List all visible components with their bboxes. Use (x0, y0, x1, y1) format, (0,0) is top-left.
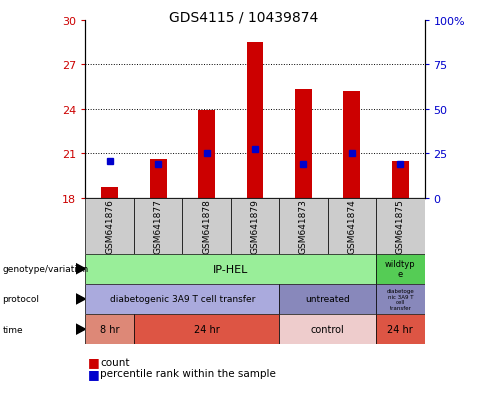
Text: GSM641875: GSM641875 (396, 199, 405, 254)
Text: GDS4115 / 10439874: GDS4115 / 10439874 (169, 10, 319, 24)
Bar (134, 314, 279, 344)
Bar (183, 198, 231, 254)
Text: time: time (2, 325, 23, 334)
Bar (246, 43, 264, 198)
Text: diabetogenic 3A9 T cell transfer: diabetogenic 3A9 T cell transfer (110, 295, 255, 304)
Bar (279, 284, 376, 314)
Bar (392, 161, 409, 198)
Bar (150, 160, 166, 198)
Text: GSM641876: GSM641876 (105, 199, 114, 254)
Bar (85, 314, 134, 344)
Text: ■: ■ (88, 367, 100, 380)
Text: GSM641878: GSM641878 (202, 199, 211, 254)
Polygon shape (76, 264, 85, 274)
Text: GSM641879: GSM641879 (250, 199, 260, 254)
Bar (376, 314, 425, 344)
Bar (85, 198, 134, 254)
Text: ■: ■ (88, 355, 100, 368)
Text: GSM641873: GSM641873 (299, 199, 308, 254)
Text: protocol: protocol (2, 295, 40, 304)
Text: count: count (100, 357, 129, 367)
Bar (134, 198, 183, 254)
Text: control: control (311, 324, 345, 335)
Bar (231, 198, 279, 254)
Bar (344, 92, 360, 198)
Text: GSM641874: GSM641874 (347, 199, 356, 254)
Text: genotype/variation: genotype/variation (2, 265, 89, 273)
Text: 24 hr: 24 hr (387, 324, 413, 335)
Polygon shape (76, 324, 85, 335)
Text: diabetoge
nic 3A9 T
cell
transfer: diabetoge nic 3A9 T cell transfer (386, 288, 414, 311)
Text: IP-HEL: IP-HEL (213, 264, 248, 274)
Bar (85, 254, 376, 284)
Bar (376, 198, 425, 254)
Bar (376, 254, 425, 284)
Text: percentile rank within the sample: percentile rank within the sample (100, 368, 276, 378)
Text: 8 hr: 8 hr (100, 324, 120, 335)
Bar (85, 284, 279, 314)
Bar (376, 284, 425, 314)
Text: untreated: untreated (305, 295, 350, 304)
Bar (101, 188, 118, 198)
Bar (279, 198, 327, 254)
Text: wildtyp
e: wildtyp e (385, 259, 416, 279)
Bar (279, 314, 376, 344)
Text: GSM641877: GSM641877 (154, 199, 163, 254)
Polygon shape (76, 294, 85, 304)
Bar (295, 90, 312, 198)
Text: 24 hr: 24 hr (194, 324, 220, 335)
Bar (198, 111, 215, 198)
Bar (327, 198, 376, 254)
